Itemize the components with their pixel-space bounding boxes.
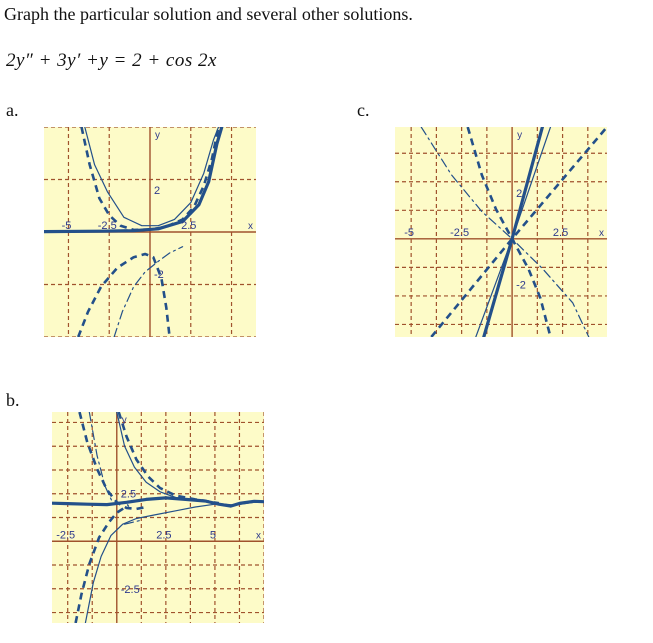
y-axis-label: y	[517, 130, 522, 141]
x-tick-label: -5	[62, 220, 72, 232]
y-tick-label: -2	[516, 280, 526, 292]
y-tick-label: 2	[516, 188, 522, 200]
x-axis-label: x	[248, 221, 253, 232]
x-axis-label: x	[599, 228, 604, 239]
y-tick-label: 2	[154, 185, 160, 197]
solution-curve-3	[84, 503, 216, 623]
chart-svg: -2.5 2.5 5 2.5 -2.5 x y	[52, 412, 264, 623]
chart-svg: -5 -2.5 2.5 2 -2 x y	[44, 127, 256, 337]
solution-curve-5	[78, 412, 147, 511]
x-tick-label: 2.5	[553, 227, 568, 239]
solution-curve-6	[74, 504, 130, 623]
differential-equation: 2y″ + 3y′ +y = 2 + cos 2x	[6, 50, 217, 71]
graph-a[interactable]: -5 -2.5 2.5 2 -2 x y	[44, 127, 256, 337]
solution-curve-4	[117, 412, 220, 505]
x-tick-label: 5	[210, 529, 216, 541]
solution-curve-5	[420, 127, 590, 337]
y-tick-label: -2.5	[121, 584, 140, 596]
solution-curve-4	[466, 127, 552, 337]
solution-curve-3	[80, 127, 220, 232]
x-tick-label: -2.5	[450, 227, 469, 239]
y-axis-label: y	[122, 415, 127, 426]
x-axis-label: x	[256, 530, 261, 541]
solution-curve-7	[88, 412, 114, 504]
option-label-a[interactable]: a.	[6, 100, 19, 120]
y-tick-label: 2.5	[121, 489, 136, 501]
solution-curve-2	[84, 127, 220, 227]
x-tick-label: -2.5	[56, 529, 75, 541]
option-label-c[interactable]: c.	[357, 100, 370, 120]
option-label-b[interactable]: b.	[6, 390, 20, 410]
solution-curve-5	[113, 246, 184, 337]
y-axis-label: y	[155, 130, 160, 141]
solution-curve-3	[430, 127, 607, 337]
x-tick-label: -5	[404, 227, 414, 239]
solution-curve-2	[116, 412, 255, 506]
solution-curve-4	[76, 252, 171, 337]
plot-background	[395, 127, 607, 337]
x-tick-label: -2.5	[98, 220, 117, 232]
y-tick-label: -2	[154, 269, 164, 281]
chart-svg: -5 -2.5 2.5 2 -2 x y	[395, 127, 607, 337]
solution-curve-8	[124, 519, 141, 525]
solution-curve-1	[44, 127, 224, 234]
graph-b[interactable]: -2.5 2.5 5 2.5 -2.5 x y	[52, 412, 264, 623]
x-tick-label: 2.5	[156, 529, 171, 541]
solution-curve-1	[52, 496, 264, 508]
x-tick-label: 2.5	[181, 220, 196, 232]
question-text: Graph the particular solution and severa…	[4, 4, 413, 24]
graph-c[interactable]: -5 -2.5 2.5 2 -2 x y	[395, 127, 607, 337]
